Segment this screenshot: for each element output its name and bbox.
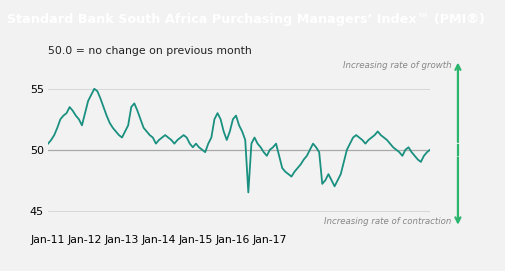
Text: Standard Bank South Africa Purchasing Managers’ Index™ (PMI®): Standard Bank South Africa Purchasing Ma… [7,13,483,26]
Text: 50.0 = no change on previous month: 50.0 = no change on previous month [48,46,251,56]
Text: Increasing rate of contraction: Increasing rate of contraction [324,217,451,226]
Text: Increasing rate of growth: Increasing rate of growth [342,61,451,70]
